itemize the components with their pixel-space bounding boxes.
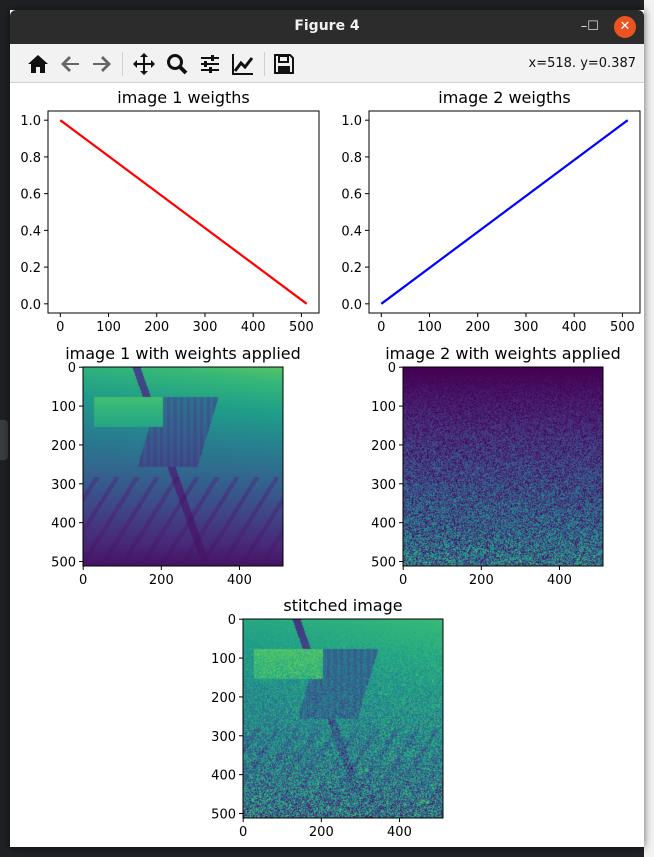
axes-title: stitched image xyxy=(283,596,402,615)
x-tick-label: 500 xyxy=(610,320,635,335)
y-tick-label: 0.0 xyxy=(341,298,362,313)
minimize-button[interactable]: – xyxy=(580,19,588,34)
close-icon: ✕ xyxy=(619,19,631,34)
y-tick-label: 0.8 xyxy=(341,151,362,166)
axes-title: image 2 with weights applied xyxy=(385,344,621,363)
axes-title: image 1 weigths xyxy=(117,88,249,107)
series-line xyxy=(380,119,629,305)
y-tick-label: 0 xyxy=(228,613,236,628)
x-tick-label: 400 xyxy=(227,573,252,588)
y-tick-label: 1.0 xyxy=(341,114,362,129)
y-tick-label: 0.6 xyxy=(20,188,41,203)
y-tick-label: 0.4 xyxy=(20,224,41,239)
y-tick-label: 400 xyxy=(51,517,76,532)
close-button[interactable]: ✕ xyxy=(614,16,636,38)
window-title: Figure 4 xyxy=(294,18,360,34)
background-dock xyxy=(0,420,8,460)
axes-1: image 1 weigths 0 100 200 300 400 500 0.0 0.2 0.4… xyxy=(20,88,320,335)
y-tick-label: 0.0 xyxy=(20,298,41,313)
axes-5: stitched image 0 200 400 0 100 200 300 400 500 xyxy=(211,596,444,840)
y-tick-label: 0.2 xyxy=(20,261,41,276)
toolbar-separator xyxy=(122,52,123,76)
y-tick-label: 400 xyxy=(371,517,396,532)
axes-frame xyxy=(47,110,320,314)
toolbar-separator xyxy=(264,52,265,76)
x-tick-label: 200 xyxy=(469,573,494,588)
y-tick-label: 500 xyxy=(371,556,396,571)
series-line xyxy=(59,119,308,305)
background-editor xyxy=(644,0,654,857)
x-tick-label: 200 xyxy=(465,320,490,335)
y-tick-label: 300 xyxy=(371,478,396,493)
image-2-weighted-heatmap xyxy=(403,367,603,566)
x-tick-label: 300 xyxy=(193,320,218,335)
x-tick-label: 0 xyxy=(56,320,64,335)
y-tick-label: 100 xyxy=(371,400,396,415)
cursor-coordinates: x=518. y=0.387 xyxy=(528,56,636,71)
y-tick-label: 200 xyxy=(51,439,76,454)
axes-frame xyxy=(368,110,641,314)
x-tick-label: 400 xyxy=(547,573,572,588)
y-tick-label: 500 xyxy=(211,808,236,823)
y-tick-label: 0 xyxy=(68,361,76,376)
y-tick-label: 100 xyxy=(51,400,76,415)
maximize-button[interactable]: ☐ xyxy=(582,16,604,38)
save-button[interactable] xyxy=(272,52,296,76)
stitched-image-heatmap xyxy=(243,619,443,818)
x-tick-label: 100 xyxy=(417,320,442,335)
edit-axis-button[interactable] xyxy=(231,52,255,76)
y-tick-label: 300 xyxy=(211,730,236,745)
y-tick-label: 0.4 xyxy=(341,224,362,239)
axes-2: image 2 weigths 0 100 200 300 400 500 0.0 0.2 0.4… xyxy=(341,88,641,335)
axes-frame xyxy=(402,366,604,567)
pan-button[interactable] xyxy=(132,52,156,76)
y-tick-label: 1.0 xyxy=(20,114,41,129)
zoom-button[interactable] xyxy=(165,52,189,76)
forward-button[interactable] xyxy=(90,52,114,76)
home-button[interactable] xyxy=(26,52,50,76)
x-tick-label: 300 xyxy=(514,320,539,335)
title-bar: Figure 4 – ☐ ✕ xyxy=(10,10,644,44)
x-tick-label: 0 xyxy=(79,573,87,588)
y-tick-label: 200 xyxy=(211,691,236,706)
y-tick-label: 100 xyxy=(211,652,236,667)
x-tick-label: 400 xyxy=(387,825,412,840)
y-tick-label: 500 xyxy=(51,556,76,571)
y-tick-label: 400 xyxy=(211,769,236,784)
y-tick-label: 300 xyxy=(51,478,76,493)
subplots-button[interactable] xyxy=(198,52,222,76)
x-tick-label: 200 xyxy=(149,573,174,588)
y-tick-label: 0.2 xyxy=(341,261,362,276)
x-tick-label: 400 xyxy=(241,320,266,335)
back-button[interactable] xyxy=(58,52,82,76)
axes-title: image 2 weigths xyxy=(438,88,570,107)
x-tick-label: 0 xyxy=(239,825,247,840)
axes-title: image 1 with weights applied xyxy=(65,344,301,363)
x-tick-label: 200 xyxy=(309,825,334,840)
x-tick-label: 200 xyxy=(144,320,169,335)
x-tick-label: 500 xyxy=(289,320,314,335)
x-tick-label: 0 xyxy=(399,573,407,588)
x-tick-label: 400 xyxy=(562,320,587,335)
axes-frame xyxy=(242,618,444,819)
image-1-weighted-heatmap xyxy=(83,367,283,566)
y-tick-label: 200 xyxy=(371,439,396,454)
axes-frame xyxy=(82,366,284,567)
maximize-icon: ☐ xyxy=(587,19,599,34)
x-tick-label: 100 xyxy=(96,320,121,335)
y-tick-label: 0.8 xyxy=(20,151,41,166)
y-tick-label: 0 xyxy=(388,361,396,376)
toolbar: x=518. y=0.387 xyxy=(10,44,644,83)
y-tick-label: 0.6 xyxy=(341,188,362,203)
x-tick-label: 0 xyxy=(377,320,385,335)
